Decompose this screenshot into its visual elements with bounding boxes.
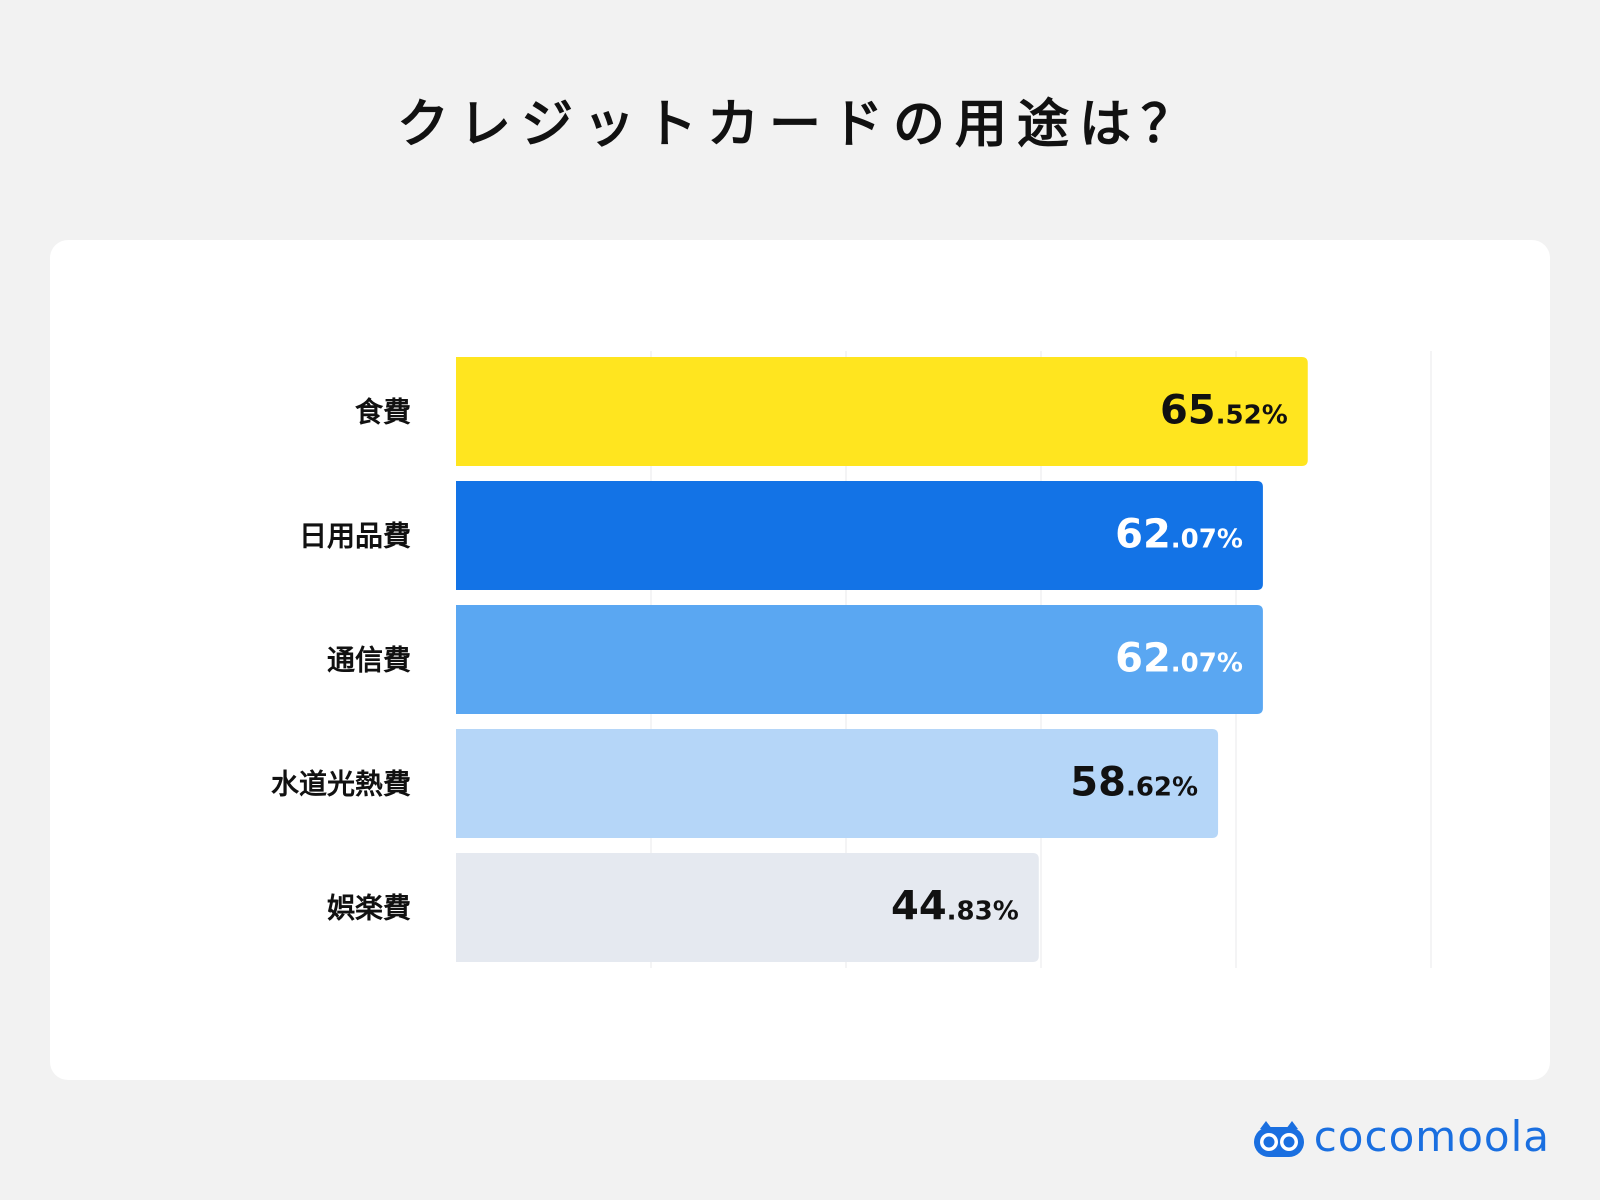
value-label: 58.62%	[1070, 760, 1198, 806]
category-label: 日用品費	[299, 520, 411, 553]
value-label: 44.83%	[891, 884, 1019, 930]
category-label: 食費	[355, 396, 411, 429]
bar-5	[456, 853, 1039, 962]
category-label: 水道光熱費	[271, 768, 411, 801]
bar-chart: 食費 65.52% 日用品費 62.07% 通信費 62.07% 水道光熱費 58.62% 娯楽…	[271, 351, 1432, 968]
brand-logo: cocomoola	[1252, 1112, 1550, 1161]
category-label: 通信費	[327, 644, 411, 677]
category-label: 娯楽費	[327, 892, 411, 925]
value-label: 65.52%	[1160, 388, 1288, 434]
value-label: 62.07%	[1115, 512, 1243, 558]
bar-3	[456, 605, 1263, 714]
chart-title: クレジットカードの用途は？	[396, 95, 1203, 155]
cocomoola-logo-icon	[1253, 1120, 1304, 1157]
bar-2	[456, 481, 1263, 590]
value-label: 62.07%	[1115, 636, 1243, 682]
bar-4	[456, 729, 1219, 838]
bar-1	[456, 357, 1308, 466]
chart-card: 食費 65.52% 日用品費 62.07% 通信費 62.07% 水道光熱費 58.62% 娯楽…	[50, 240, 1550, 1080]
brand-name: cocomoola	[1313, 1112, 1550, 1161]
